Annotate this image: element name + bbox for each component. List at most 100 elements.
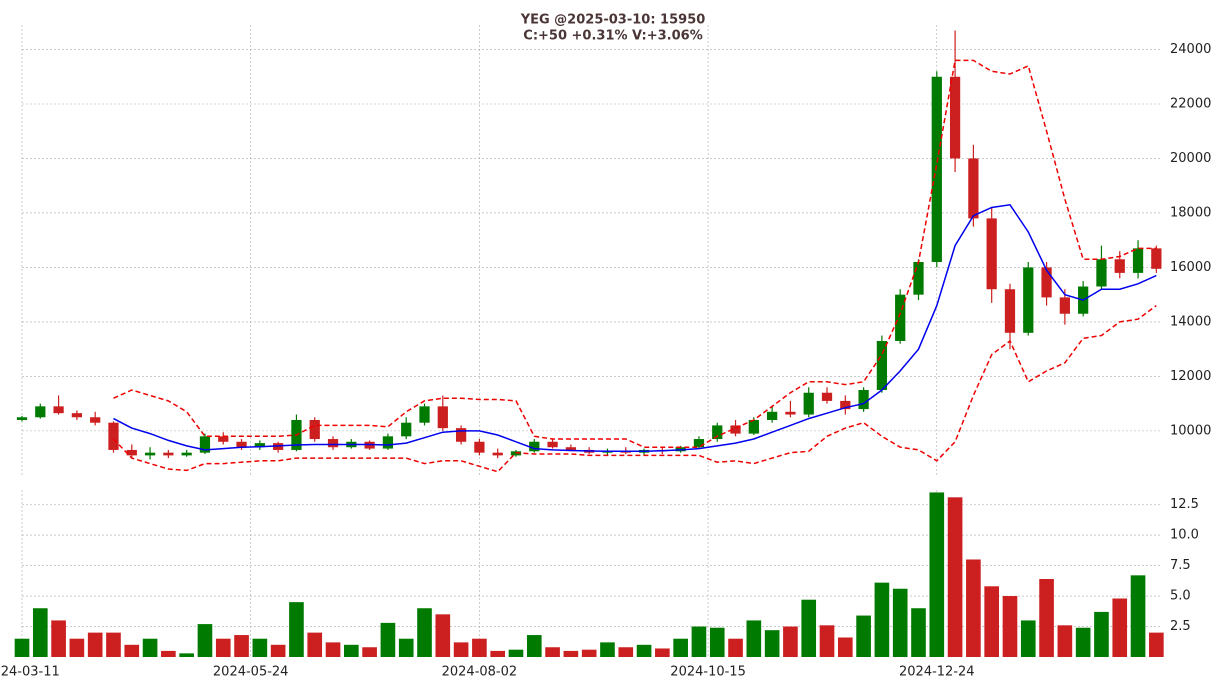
volume-bar [892, 588, 908, 657]
candle-body [1059, 297, 1070, 314]
candle-body [730, 425, 741, 434]
x-tick-label: 2024-03-11 [0, 665, 60, 680]
volume-bar [874, 582, 890, 657]
volume-bar [600, 642, 615, 657]
candle-body [474, 441, 485, 453]
volume-bar [508, 649, 524, 657]
volume-bar [1020, 620, 1036, 657]
candle-body [199, 436, 211, 453]
candle-body [492, 452, 503, 456]
candle-body [986, 218, 997, 290]
y-tick-label: 12000 [1170, 369, 1211, 384]
candle-body [53, 406, 64, 414]
candle-body [327, 439, 339, 448]
x-tick-label: 2024-10-15 [670, 665, 746, 680]
volume-bar [32, 608, 48, 657]
candle-body [840, 400, 851, 410]
volume-bar [307, 632, 323, 657]
candle-body [455, 428, 467, 442]
candle-body [693, 439, 705, 448]
volume-bar [417, 608, 432, 657]
volume-bar [947, 497, 963, 657]
y-tick-label: 12.5 [1170, 497, 1199, 512]
volume-bar [837, 637, 853, 657]
volume-bar [801, 599, 817, 657]
volume-bar [51, 620, 66, 657]
volume-bar [581, 649, 597, 657]
band-line [112, 304, 1157, 473]
volume-bar [234, 635, 249, 657]
candle-body [144, 452, 156, 456]
volume-bar [1075, 627, 1091, 657]
volume-bar [490, 650, 506, 657]
y-tick-label: 5.0 [1170, 589, 1191, 604]
volume-bar [655, 648, 670, 657]
candle-body [1041, 267, 1052, 298]
volume-bar [618, 647, 634, 657]
volume-bar [325, 642, 341, 657]
volume-bar [215, 638, 231, 657]
candle-body [16, 417, 28, 420]
candle-body [1151, 248, 1162, 269]
candle-body [547, 441, 558, 448]
volume-bar [344, 644, 359, 657]
volume-bar [984, 586, 999, 657]
candle-body [126, 449, 137, 456]
candle-body [401, 422, 412, 437]
candle-body [821, 392, 833, 401]
y-tick-label: 10000 [1170, 423, 1211, 438]
candle-body [309, 419, 320, 440]
candle-body [181, 452, 192, 456]
candle-body [1096, 259, 1107, 287]
candle-body [419, 406, 430, 423]
candle-body [931, 76, 942, 262]
volume-bar [1112, 598, 1128, 657]
y-tick-label: 2.5 [1170, 619, 1191, 634]
candle-body [895, 294, 906, 341]
candle-body [218, 436, 229, 442]
candle-body [748, 419, 759, 434]
candle-body [35, 406, 46, 418]
x-tick-label: 2024-08-02 [442, 665, 518, 680]
x-tick-label: 2024-05-24 [213, 665, 289, 680]
volume-bar [1057, 625, 1073, 657]
volume-bar [709, 627, 725, 657]
volume-bar [289, 602, 304, 657]
volume-bar [1094, 611, 1109, 657]
volume-bar [142, 638, 158, 657]
candle-body [1114, 259, 1125, 273]
candle-body [1023, 267, 1034, 333]
volume-bar [764, 630, 780, 657]
candle-body [785, 411, 796, 415]
volume-bar [1002, 596, 1018, 657]
volume-bar [453, 642, 469, 657]
candle-body [949, 76, 961, 159]
candle-body [858, 390, 869, 410]
volume-bar [911, 608, 926, 657]
candle-body [163, 452, 174, 456]
volume-bar [197, 624, 213, 657]
candle-body [529, 441, 540, 452]
volume-bar [106, 632, 121, 657]
volume-bar [966, 559, 981, 657]
y-tick-label: 14000 [1170, 314, 1211, 329]
volume-bar [124, 644, 140, 657]
volume-bar [545, 647, 560, 657]
y-tick-label: 22000 [1170, 96, 1211, 111]
volume-bar [783, 626, 798, 657]
x-tick-label: 2024-12-24 [899, 665, 975, 680]
chart-title: YEG @2025-03-10: 15950 [520, 13, 706, 28]
y-tick-label: 20000 [1170, 151, 1211, 166]
volume-bar [14, 638, 30, 657]
candle-body [71, 413, 83, 418]
volume-bar [929, 492, 945, 657]
volume-bar [179, 653, 194, 657]
y-tick-label: 18000 [1170, 205, 1211, 220]
y-tick-label: 16000 [1170, 260, 1211, 275]
volume-bar [380, 622, 396, 657]
y-tick-label: 10.0 [1170, 528, 1199, 543]
volume-bar [1039, 578, 1054, 657]
candle-body [236, 441, 247, 448]
volume-bar [856, 615, 871, 657]
candle-body [254, 443, 265, 448]
